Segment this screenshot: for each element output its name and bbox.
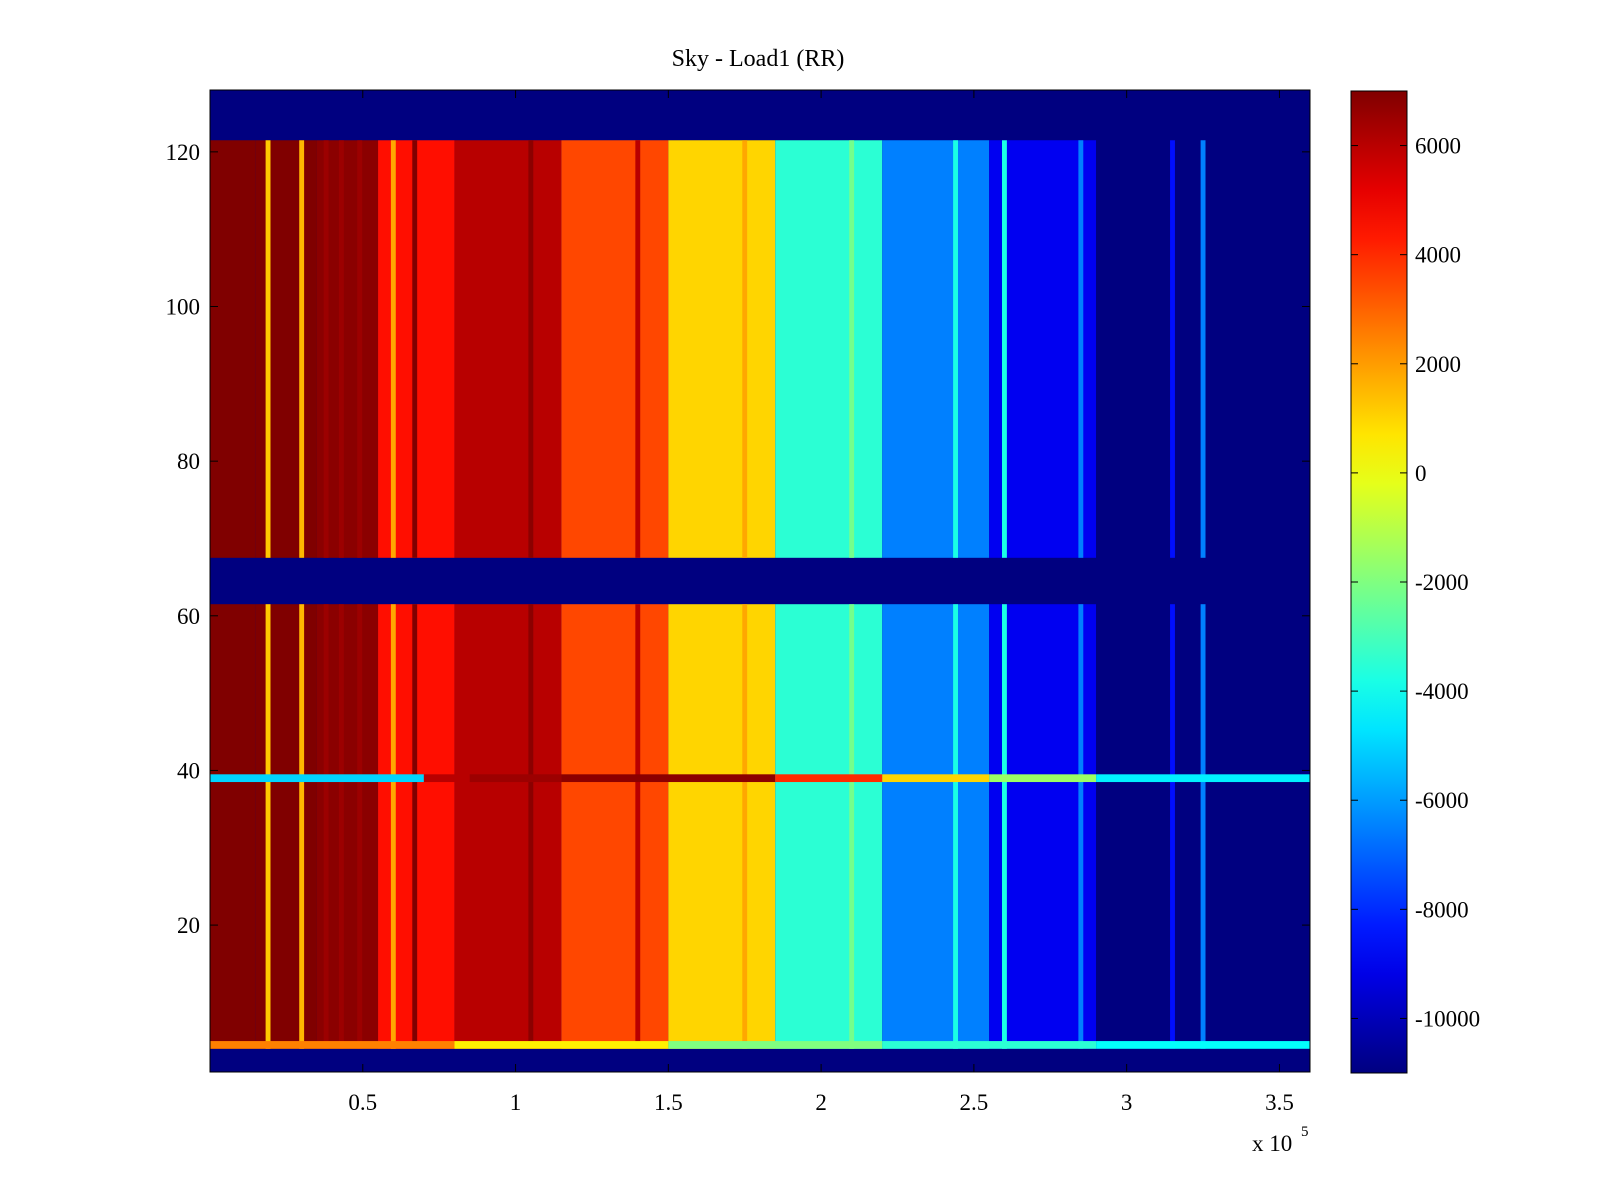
heatmap-stripe [412, 604, 418, 1049]
heatmap-stripe [299, 140, 305, 558]
heatmap-stripe [390, 604, 396, 1049]
heatmap-cell [775, 604, 883, 1049]
heatmap-special-row-cell [668, 1041, 883, 1049]
heatmap-cell [454, 140, 562, 558]
heatmap-cell [210, 604, 256, 1049]
colorbar [1350, 90, 1408, 1074]
heatmap-special-row-cell [989, 774, 1097, 783]
heatmap-stripe [1002, 140, 1007, 558]
heatmap-stripe [528, 140, 534, 558]
heatmap-stripe [742, 604, 748, 1049]
heatmap-stripe [390, 140, 396, 558]
colorbar-tick-label: 0 [1415, 461, 1427, 486]
heatmap-stripe [1002, 604, 1007, 1049]
heatmap-stripe [323, 604, 329, 1049]
heatmap-cell [882, 604, 990, 1049]
heatmap-cell [989, 604, 1097, 1049]
heatmap-cell [882, 140, 990, 558]
heatmap-stripe [1200, 604, 1206, 1049]
y-tick-label: 80 [177, 449, 200, 474]
heatmap-special-row-cell [210, 1041, 455, 1049]
heatmap-stripe [849, 140, 855, 558]
heatmap-cell [1203, 604, 1310, 1049]
colorbar-tick-label: -6000 [1415, 788, 1469, 813]
heatmap-cell [668, 604, 776, 1049]
heatmap-cell [210, 140, 256, 558]
colorbar-axis: 6000 4000 2000 0 -2000 -4000 -6000 -8000 -10000 [1351, 134, 1480, 1031]
x-tick-label: 1 [510, 1090, 522, 1115]
heatmap-cell [561, 140, 669, 558]
colorbar-tick-label: -2000 [1415, 570, 1469, 595]
heatmap-stripe [412, 140, 418, 558]
heatmap-stripe [528, 604, 534, 1049]
heatmap-stripe [953, 140, 958, 558]
heatmap-stripe [265, 140, 271, 558]
y-tick-label: 60 [177, 604, 200, 629]
heatmap-stripe [1078, 604, 1084, 1049]
chart-title: Sky - Load1 (RR) [672, 46, 845, 72]
heatmap-stripe [635, 140, 641, 558]
heatmap-special-row-cell [561, 774, 776, 783]
x-multiplier-exponent: 5 [1301, 1124, 1309, 1140]
x-tick-label: 2 [815, 1090, 827, 1115]
heatmap-cell [668, 140, 776, 558]
y-tick-label: 20 [177, 913, 200, 938]
y-tick-label: 100 [166, 295, 201, 320]
heatmap-stripe [1078, 140, 1084, 558]
heatmap-stripe [299, 604, 305, 1049]
heatmap-special-row-cell [1096, 774, 1310, 783]
colorbar-tick-label: -8000 [1415, 897, 1469, 922]
heatmap-special-row-cell [454, 1041, 669, 1049]
heatmap-cell [1203, 140, 1310, 558]
colorbar-tick-label: -4000 [1415, 679, 1469, 704]
heatmap-stripe [338, 604, 344, 1049]
heatmap-cell [561, 604, 669, 1049]
colorbar-tick-label: 4000 [1415, 243, 1461, 268]
heatmap-cell [775, 140, 883, 558]
heatmap-stripe [338, 140, 344, 558]
heatmap-special-row-cell [1096, 1041, 1310, 1049]
x-tick-label: 3 [1121, 1090, 1133, 1115]
colorbar-tick-label: 2000 [1415, 352, 1461, 377]
y-tick-label: 40 [177, 758, 200, 783]
heatmap-stripe [953, 604, 958, 1049]
plot-frame [209, 89, 1311, 1073]
x-tick-label: 0.5 [348, 1090, 377, 1115]
heatmap-cell [454, 604, 562, 1049]
heatmap-stripe [635, 604, 641, 1049]
heatmap-special-row-cell [469, 774, 562, 783]
heatmap-special-row-cell [423, 774, 470, 783]
heatmap-cell [989, 140, 1097, 558]
y-axis: 20 40 60 80 100 120 [166, 140, 1310, 938]
heatmap [210, 90, 1310, 1072]
colorbar-tick-label: -10000 [1415, 1006, 1480, 1031]
heatmap-cell [1096, 604, 1204, 1049]
heatmap-stripe [849, 604, 855, 1049]
heatmap-stripe [1170, 604, 1175, 1049]
heatmap-cell [255, 604, 317, 1049]
x-multiplier-label: x 10 [1252, 1131, 1292, 1156]
x-tick-label: 3.5 [1265, 1090, 1294, 1115]
y-tick-label: 120 [166, 140, 201, 165]
x-tick-label: 1.5 [654, 1090, 683, 1115]
heatmap-cell [255, 140, 317, 558]
heatmap-stripe [357, 140, 363, 558]
colorbar-tick-label: 6000 [1415, 134, 1461, 159]
heatmap-special-row-cell [882, 1041, 1097, 1049]
heatmap-stripe [323, 140, 329, 558]
heatmap-cell [1096, 140, 1204, 558]
x-axis: 0.5 1 1.5 2 2.5 3 3.5 [348, 90, 1294, 1115]
heatmap-special-row-cell [882, 774, 990, 783]
heatmap-stripe [265, 604, 271, 1049]
heatmap-special-row-cell [775, 774, 883, 783]
x-tick-label: 2.5 [960, 1090, 989, 1115]
heatmap-stripe [357, 604, 363, 1049]
heatmap-stripe [742, 140, 748, 558]
heatmap-stripe [1200, 140, 1206, 558]
heatmap-stripe [1170, 140, 1175, 558]
heatmap-special-row-cell [210, 774, 424, 783]
